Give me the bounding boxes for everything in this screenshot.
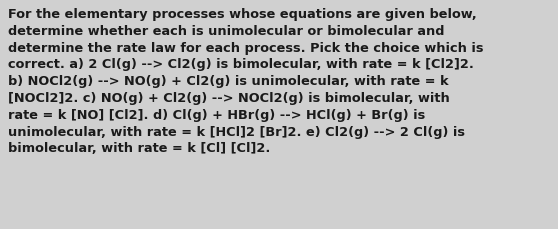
Text: For the elementary processes whose equations are given below,
determine whether : For the elementary processes whose equat…: [8, 8, 484, 155]
